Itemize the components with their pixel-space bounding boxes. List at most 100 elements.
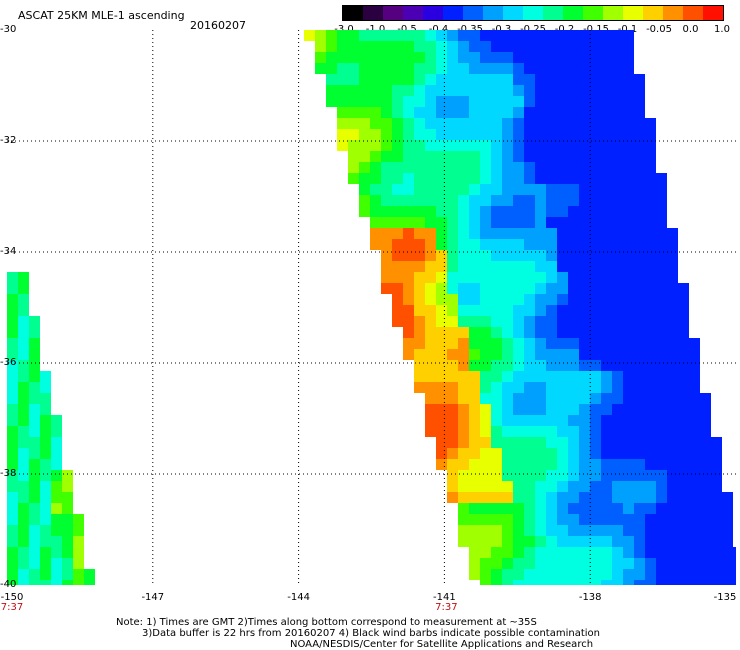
- data-cell: [645, 261, 656, 272]
- data-cell: [18, 470, 29, 481]
- data-cell: [469, 547, 480, 558]
- data-cell: [513, 74, 524, 85]
- data-cell: [579, 415, 590, 426]
- data-cell: [557, 283, 568, 294]
- data-cell: [469, 151, 480, 162]
- data-cell: [370, 162, 381, 173]
- data-cell: [645, 393, 656, 404]
- data-cell: [40, 481, 51, 492]
- data-cell: [557, 239, 568, 250]
- data-cell: [425, 327, 436, 338]
- data-cell: [612, 492, 623, 503]
- data-cell: [656, 272, 667, 283]
- data-cell: [447, 338, 458, 349]
- data-cell: [656, 437, 667, 448]
- data-cell: [392, 96, 403, 107]
- data-cell: [601, 85, 612, 96]
- data-cell: [623, 96, 634, 107]
- data-cell: [722, 547, 733, 558]
- data-cell: [557, 250, 568, 261]
- data-cell: [359, 118, 370, 129]
- data-cell: [513, 140, 524, 151]
- data-cell: [381, 52, 392, 63]
- data-cell: [601, 382, 612, 393]
- data-cell: [612, 393, 623, 404]
- data-cell: [656, 338, 667, 349]
- data-cell: [634, 360, 645, 371]
- data-cell: [29, 547, 40, 558]
- data-cell: [403, 349, 414, 360]
- data-cell: [370, 217, 381, 228]
- data-cell: [568, 250, 579, 261]
- data-cell: [469, 437, 480, 448]
- data-cell: [590, 404, 601, 415]
- data-cell: [623, 41, 634, 52]
- data-cell: [469, 162, 480, 173]
- data-cell: [656, 580, 667, 585]
- data-cell: [634, 415, 645, 426]
- data-cell: [491, 173, 502, 184]
- data-cell: [502, 426, 513, 437]
- data-cell: [458, 371, 469, 382]
- data-cell: [634, 162, 645, 173]
- data-cell: [568, 162, 579, 173]
- data-cell: [348, 52, 359, 63]
- data-cell: [414, 338, 425, 349]
- data-cell: [535, 558, 546, 569]
- data-cell: [491, 492, 502, 503]
- data-cell: [480, 74, 491, 85]
- data-cell: [557, 107, 568, 118]
- data-cell: [392, 85, 403, 96]
- data-cell: [645, 206, 656, 217]
- data-cell: [601, 118, 612, 129]
- data-cell: [403, 140, 414, 151]
- data-cell: [546, 63, 557, 74]
- note-line-1: Note: 1) Times are GMT 2)Times along bot…: [116, 617, 537, 628]
- data-cell: [601, 239, 612, 250]
- data-cell: [524, 371, 535, 382]
- data-cell: [612, 426, 623, 437]
- data-cell: [634, 327, 645, 338]
- data-cell: [491, 206, 502, 217]
- data-cell: [579, 206, 590, 217]
- data-cell: [546, 85, 557, 96]
- data-cell: [469, 52, 480, 63]
- data-cell: [51, 580, 62, 585]
- data-cell: [535, 360, 546, 371]
- data-cell: [590, 261, 601, 272]
- data-cell: [623, 74, 634, 85]
- data-cell: [381, 195, 392, 206]
- data-cell: [557, 162, 568, 173]
- colorbar-tick-label: -1.0: [365, 24, 386, 35]
- data-cell: [524, 481, 535, 492]
- data-cell: [381, 283, 392, 294]
- data-cell: [590, 393, 601, 404]
- data-cell: [73, 569, 84, 580]
- data-cell: [29, 481, 40, 492]
- data-cell: [524, 85, 535, 96]
- data-cell: [491, 74, 502, 85]
- data-cell: [535, 382, 546, 393]
- data-cell: [535, 107, 546, 118]
- data-cell: [337, 41, 348, 52]
- data-cell: [645, 382, 656, 393]
- data-cell: [579, 448, 590, 459]
- data-cell: [623, 371, 634, 382]
- data-cell: [29, 316, 40, 327]
- data-cell: [634, 371, 645, 382]
- data-cell: [62, 514, 73, 525]
- data-cell: [436, 217, 447, 228]
- data-cell: [502, 239, 513, 250]
- data-cell: [535, 41, 546, 52]
- data-cell: [535, 525, 546, 536]
- data-cell: [414, 30, 425, 41]
- data-cell: [469, 415, 480, 426]
- data-cell: [436, 85, 447, 96]
- data-cell: [73, 536, 84, 547]
- data-cell: [425, 316, 436, 327]
- data-cell: [414, 184, 425, 195]
- data-cell: [392, 294, 403, 305]
- latitude-label: -38: [0, 468, 17, 479]
- data-cell: [458, 305, 469, 316]
- data-cell: [546, 558, 557, 569]
